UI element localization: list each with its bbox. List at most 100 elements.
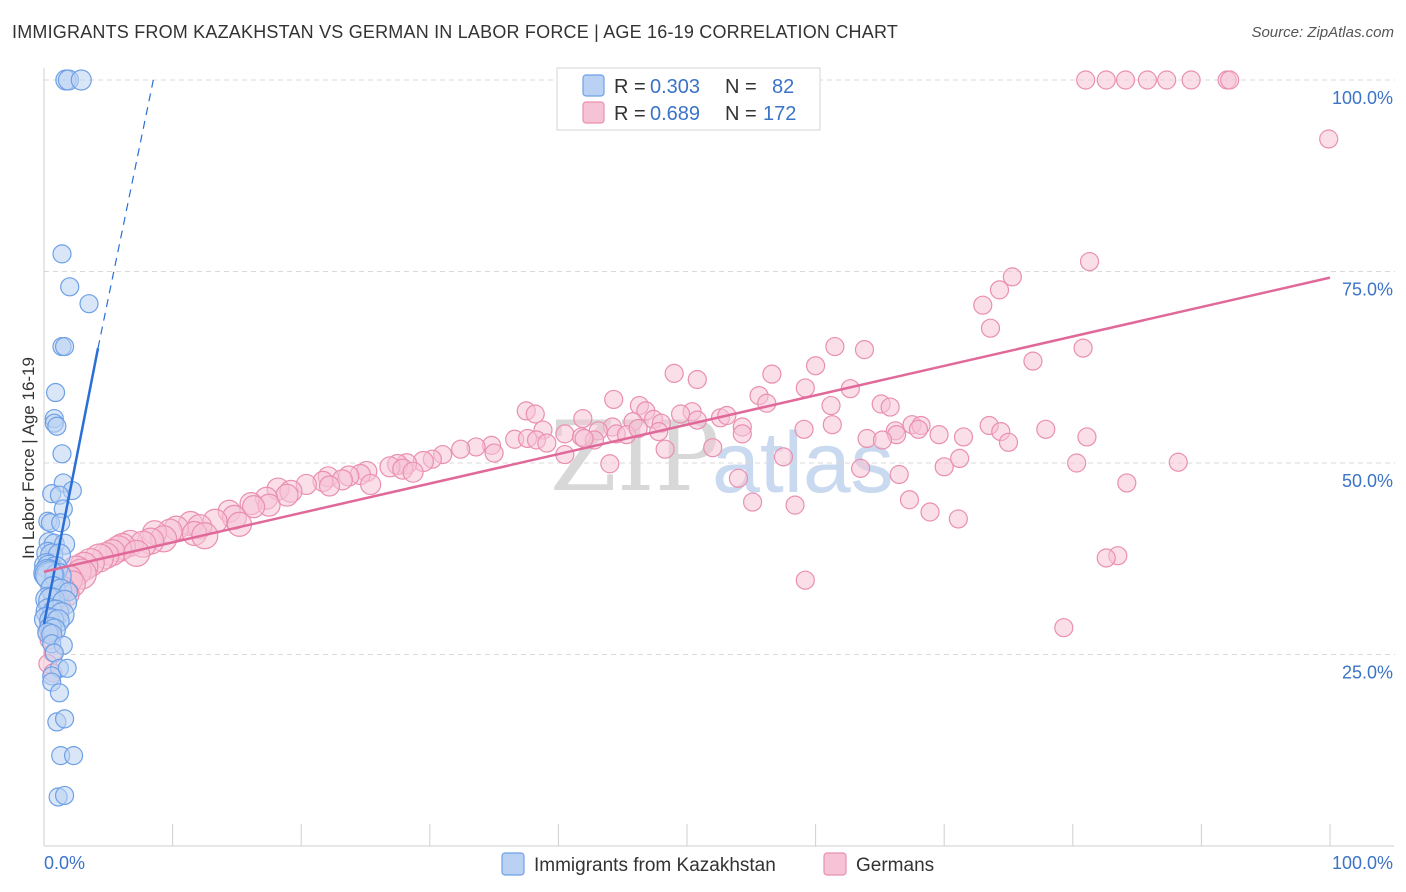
germans-point: [908, 419, 929, 439]
stats-legend: R = 0.303 N = 82 R = 0.689 N = 172: [556, 67, 821, 131]
germans-point: [822, 415, 842, 435]
germans-point: [573, 408, 593, 429]
germans-point: [880, 397, 900, 417]
kazakhstan-point: [54, 336, 75, 357]
y-tick-label-2: 75.0%: [1342, 280, 1393, 300]
y-tick-label-1: 50.0%: [1342, 471, 1393, 491]
germans-point: [821, 395, 841, 416]
germans-point: [794, 419, 814, 439]
germans-point: [762, 364, 782, 384]
legend-r-value-2: 0.689: [650, 103, 700, 125]
x-tick-label-min: 0.0%: [44, 853, 85, 873]
germans-point: [825, 336, 845, 357]
germans-point: [318, 475, 341, 497]
data-points: [33, 69, 1339, 807]
germans-point: [1181, 70, 1201, 90]
kazakhstan-point: [57, 658, 77, 678]
germans-point: [872, 430, 893, 450]
kazakhstan-trend-extension: [97, 79, 154, 349]
kazakhstan-point: [49, 683, 70, 703]
germans-point: [1067, 453, 1087, 473]
germans-point: [1096, 70, 1116, 90]
germans-point: [402, 461, 424, 483]
germans-point: [920, 502, 940, 522]
kazakhstan-point: [54, 785, 75, 806]
germans-point: [1036, 419, 1056, 439]
germans-point: [687, 369, 707, 390]
kazakhstan-point: [51, 513, 71, 533]
germans-point: [934, 457, 954, 477]
germans-point: [889, 464, 909, 485]
kazakhstan-point: [70, 69, 92, 91]
legend-n-label-1: N =: [725, 76, 757, 98]
germans-point: [1157, 70, 1177, 90]
germans-point: [1054, 618, 1074, 638]
germans-point: [1096, 548, 1116, 568]
germans-point: [950, 448, 970, 469]
germans-point: [953, 427, 974, 447]
bottom-legend-swatch-germans: [823, 852, 847, 876]
kazakhstan-point: [63, 746, 84, 766]
source-credit: Source: ZipAtlas.com: [1251, 24, 1394, 41]
germans-point: [1117, 473, 1137, 493]
germans-point: [600, 454, 620, 474]
bottom-legend-label-kazakhstan: Immigrants from Kazakhstan: [534, 855, 776, 876]
legend-r-label-1: R =: [614, 76, 646, 98]
germans-point: [785, 495, 805, 515]
germans-point: [795, 378, 815, 398]
germans-point: [773, 447, 794, 467]
kazakhstan-point: [45, 382, 66, 403]
kazakhstan-point: [52, 244, 72, 264]
germans-point: [1073, 338, 1093, 358]
germans-point: [854, 340, 875, 360]
germans-point: [628, 418, 648, 439]
trend-lines: [42, 79, 1331, 625]
gridlines: [44, 79, 1395, 655]
germans-point: [1115, 70, 1136, 90]
germans-point: [998, 432, 1019, 452]
germans-point: [732, 424, 752, 444]
germans-point: [948, 509, 968, 529]
germans-point: [795, 570, 815, 590]
chart-title: IMMIGRANTS FROM KAZAKHSTAN VS GERMAN IN …: [12, 22, 899, 42]
y-axis-title: In Labor Force | Age 16-19: [19, 357, 38, 559]
germans-point: [742, 492, 763, 512]
legend-r-label-2: R =: [614, 103, 646, 125]
bottom-legend-label-germans: Germans: [856, 855, 934, 876]
germans-point: [242, 495, 266, 519]
legend-n-value-1: 82: [772, 76, 794, 98]
legend-swatch-germans: [582, 101, 605, 124]
germans-point: [728, 468, 749, 488]
germans-point: [670, 404, 691, 424]
germans-point: [1220, 70, 1240, 90]
series-kazakhstan: [33, 69, 99, 807]
kazakhstan-point: [47, 416, 67, 436]
germans-point: [1137, 70, 1157, 90]
series-germans: [37, 70, 1339, 683]
legend-r-value-1: 0.303: [650, 76, 700, 98]
germans-point: [604, 389, 624, 410]
y-tick-label-0: 25.0%: [1342, 663, 1393, 683]
series-legend: Immigrants from Kazakhstan Germans: [501, 852, 934, 876]
germans-point: [805, 356, 826, 376]
axes: [43, 68, 1394, 847]
germans-point: [980, 318, 1001, 338]
germans-point: [1002, 267, 1022, 287]
x-tick-label-max: 100.0%: [1332, 853, 1393, 873]
germans-point: [451, 439, 471, 459]
kazakhstan-point: [79, 294, 99, 314]
kazakhstan-point: [54, 709, 75, 729]
germans-point: [484, 443, 504, 463]
germans-point: [1168, 452, 1188, 472]
kazakhstan-point: [60, 277, 80, 297]
germans-point: [899, 490, 920, 510]
germans-point: [757, 393, 777, 413]
germans-point: [851, 458, 871, 478]
germans-point: [973, 295, 993, 315]
legend-n-value-2: 172: [763, 103, 796, 125]
germans-point: [1077, 427, 1097, 447]
germans-point: [664, 363, 684, 383]
kazakhstan-point: [52, 444, 72, 464]
germans-point: [1079, 251, 1100, 272]
